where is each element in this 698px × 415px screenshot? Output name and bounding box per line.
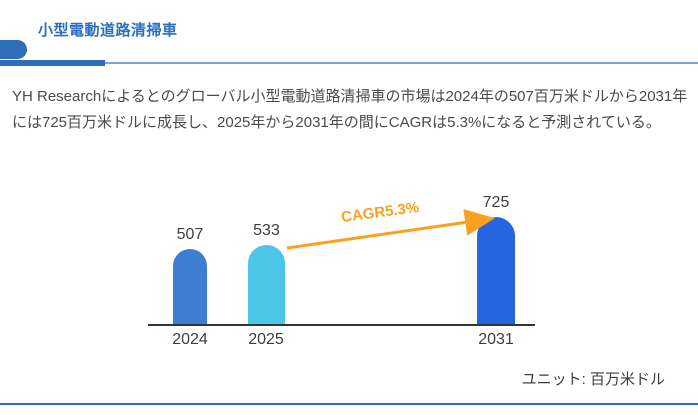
market-summary-text: YH Researchによるとのグローバル小型電動道路清掃車の市場は2024年の… bbox=[12, 88, 688, 131]
x-tick-2025: 2025 bbox=[248, 331, 284, 348]
bottom-divider bbox=[0, 403, 698, 405]
x-tick-2031: 2031 bbox=[478, 331, 514, 348]
unit-label: ユニット: 百万米ドル bbox=[521, 371, 665, 388]
bar-group-2031: 725 bbox=[477, 180, 515, 324]
title-underline-thick bbox=[0, 60, 105, 66]
bar-value-2025: 533 bbox=[253, 222, 280, 239]
bar-group-2024: 507 bbox=[173, 180, 207, 324]
bar-2025 bbox=[248, 245, 285, 324]
page-title: 小型電動道路清掃車 bbox=[38, 22, 178, 39]
bar-group-2025: 533 bbox=[248, 180, 285, 324]
bar-value-2024: 507 bbox=[176, 226, 204, 243]
title-accent-shape bbox=[0, 40, 27, 59]
x-tick-2024: 2024 bbox=[172, 331, 208, 348]
bar-value-2031: 725 bbox=[482, 194, 510, 211]
bar-2024 bbox=[173, 249, 207, 324]
cagr-growth-arrow bbox=[286, 209, 495, 250]
title-underline-thin bbox=[0, 62, 698, 64]
x-axis-line bbox=[148, 324, 535, 326]
